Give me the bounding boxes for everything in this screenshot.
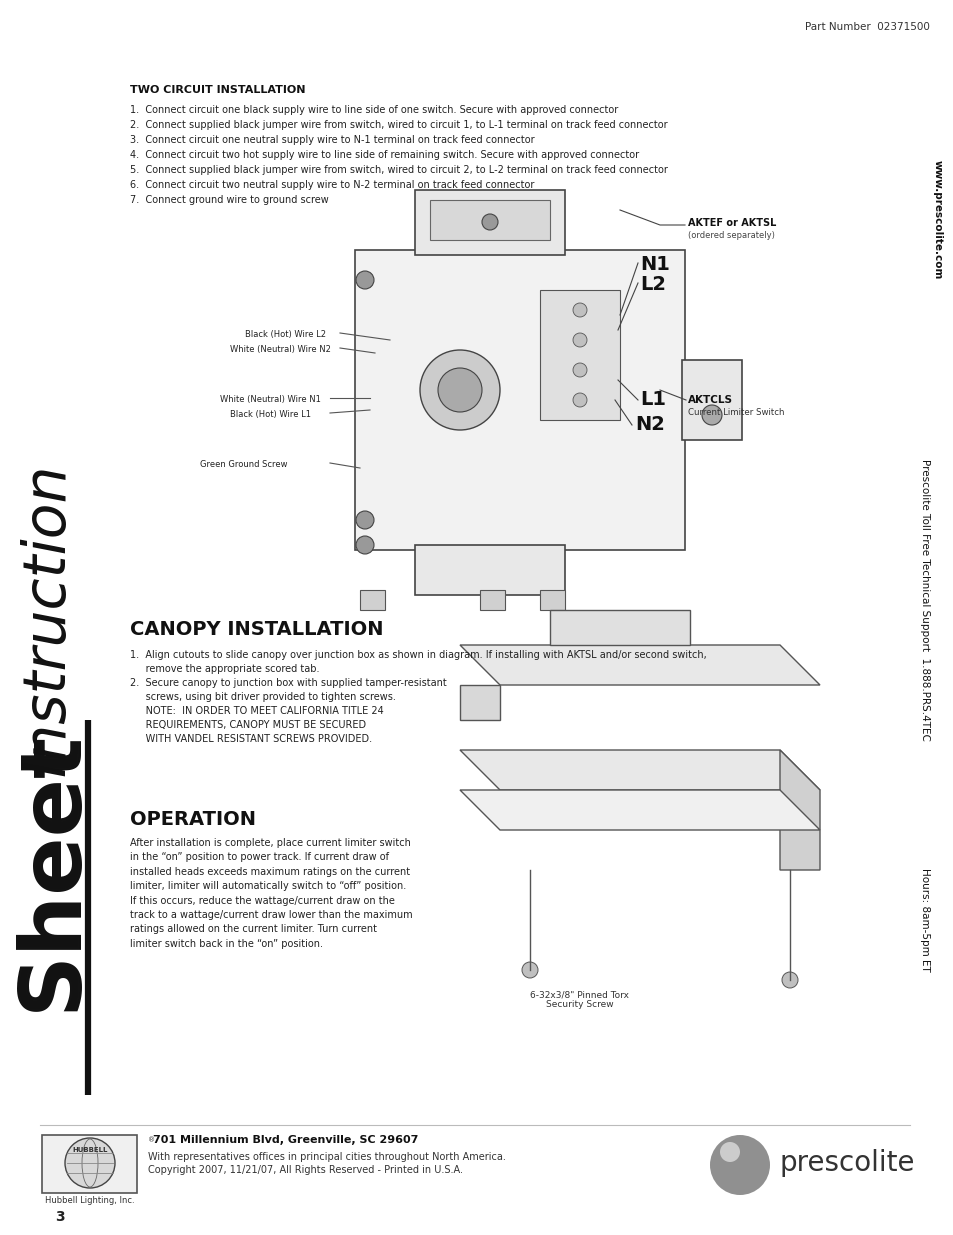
Circle shape [521,962,537,978]
Text: 1.  Align cutouts to slide canopy over junction box as shown in diagram. If inst: 1. Align cutouts to slide canopy over ju… [130,650,706,659]
Text: Green Ground Screw: Green Ground Screw [200,459,287,469]
Bar [355,249,684,550]
Circle shape [65,1137,115,1188]
Polygon shape [459,685,499,720]
Circle shape [701,405,721,425]
Polygon shape [459,645,820,685]
Circle shape [709,1135,769,1195]
Text: 1.  Connect circuit one black supply wire to line side of one switch. Secure wit: 1. Connect circuit one black supply wire… [130,105,618,115]
Text: OPERATION: OPERATION [130,810,255,829]
Text: ®: ® [148,1137,157,1144]
Text: NOTE:  IN ORDER TO MEET CALIFORNIA TITLE 24: NOTE: IN ORDER TO MEET CALIFORNIA TITLE … [130,706,383,716]
Text: Copyright 2007, 11/21/07, All Rights Reserved - Printed in U.S.A.: Copyright 2007, 11/21/07, All Rights Res… [148,1165,462,1174]
Ellipse shape [720,1142,740,1162]
Text: Instruction: Instruction [19,464,76,777]
Circle shape [437,368,481,412]
Text: AKTEF or AKTSL: AKTEF or AKTSL [687,219,776,228]
Text: screws, using bit driver provided to tighten screws.: screws, using bit driver provided to tig… [130,692,395,701]
Text: 3.  Connect circuit one neutral supply wire to N-1 terminal on track feed connec: 3. Connect circuit one neutral supply wi… [130,135,534,144]
Text: AKTCLS: AKTCLS [687,395,732,405]
Circle shape [481,214,497,230]
Text: Part Number  02371500: Part Number 02371500 [804,22,929,32]
Text: White (Neutral) Wire N1: White (Neutral) Wire N1 [220,395,320,404]
Bar [42,1135,137,1193]
Text: 5.  Connect supplied black jumper wire from switch, wired to circuit 2, to L-2 t: 5. Connect supplied black jumper wire fr… [130,165,667,175]
Circle shape [573,393,586,408]
Text: N2: N2 [635,415,664,433]
Text: Sheet: Sheet [10,730,93,1010]
Text: 2.  Connect supplied black jumper wire from switch, wired to circuit 1, to L-1 t: 2. Connect supplied black jumper wire fr… [130,120,667,130]
Polygon shape [459,750,820,790]
Circle shape [573,363,586,377]
Text: CANOPY INSTALLATION: CANOPY INSTALLATION [130,620,383,638]
Text: www.prescolite.com: www.prescolite.com [932,161,942,279]
Text: REQUIREMENTS, CANOPY MUST BE SECURED: REQUIREMENTS, CANOPY MUST BE SECURED [130,720,366,730]
Text: Black (Hot) Wire L1: Black (Hot) Wire L1 [230,410,311,419]
Circle shape [573,333,586,347]
Text: White (Neutral) Wire N2: White (Neutral) Wire N2 [230,345,331,354]
Text: prescolite: prescolite [780,1149,915,1177]
Text: 701 Millennium Blvd, Greenville, SC 29607: 701 Millennium Blvd, Greenville, SC 2960… [152,1135,418,1145]
Text: Hours: 8am-5pm ET: Hours: 8am-5pm ET [919,868,929,972]
Bar [415,190,564,254]
Text: 6-32x3/8" Pinned Torx
Security Screw: 6-32x3/8" Pinned Torx Security Screw [530,990,629,1009]
Text: TWO CIRCUIT INSTALLATION: TWO CIRCUIT INSTALLATION [130,85,305,95]
Text: Hubbell Lighting, Inc.: Hubbell Lighting, Inc. [45,1195,134,1205]
Circle shape [355,536,374,555]
Text: HUBBELL: HUBBELL [72,1147,108,1153]
Circle shape [355,270,374,289]
Polygon shape [780,750,820,869]
Text: L2: L2 [639,275,665,294]
Text: 4.  Connect circuit two hot supply wire to line side of remaining switch. Secure: 4. Connect circuit two hot supply wire t… [130,149,639,161]
Text: N1: N1 [639,254,669,274]
Circle shape [573,303,586,317]
Circle shape [419,350,499,430]
Text: After installation is complete, place current limiter switch
in the “on” positio: After installation is complete, place cu… [130,839,413,948]
Text: With representatives offices in principal cities throughout North America.: With representatives offices in principa… [148,1152,505,1162]
Bar [681,359,741,440]
Text: Current Limiter Switch: Current Limiter Switch [687,408,783,417]
Text: 7.  Connect ground wire to ground screw: 7. Connect ground wire to ground screw [130,195,329,205]
Text: 6.  Connect circuit two neutral supply wire to N-2 terminal on track feed connec: 6. Connect circuit two neutral supply wi… [130,180,534,190]
Polygon shape [459,790,820,830]
Bar [430,200,550,240]
Circle shape [355,511,374,529]
Text: remove the appropriate scored tab.: remove the appropriate scored tab. [130,664,319,674]
Text: L1: L1 [639,390,665,409]
Circle shape [781,972,797,988]
Bar [415,545,564,595]
Text: (ordered separately): (ordered separately) [687,231,774,240]
Bar [539,590,564,610]
Bar [539,290,619,420]
Polygon shape [550,610,689,645]
Bar [479,590,504,610]
Text: WITH VANDEL RESISTANT SCREWS PROVIDED.: WITH VANDEL RESISTANT SCREWS PROVIDED. [130,734,372,743]
Bar [359,590,385,610]
Text: 3: 3 [55,1210,65,1224]
Text: Prescolite Toll Free Technical Support  1.888.PRS.4TEC: Prescolite Toll Free Technical Support 1… [919,459,929,741]
Text: 2.  Secure canopy to junction box with supplied tamper-resistant: 2. Secure canopy to junction box with su… [130,678,446,688]
Text: Black (Hot) Wire L2: Black (Hot) Wire L2 [245,330,326,338]
